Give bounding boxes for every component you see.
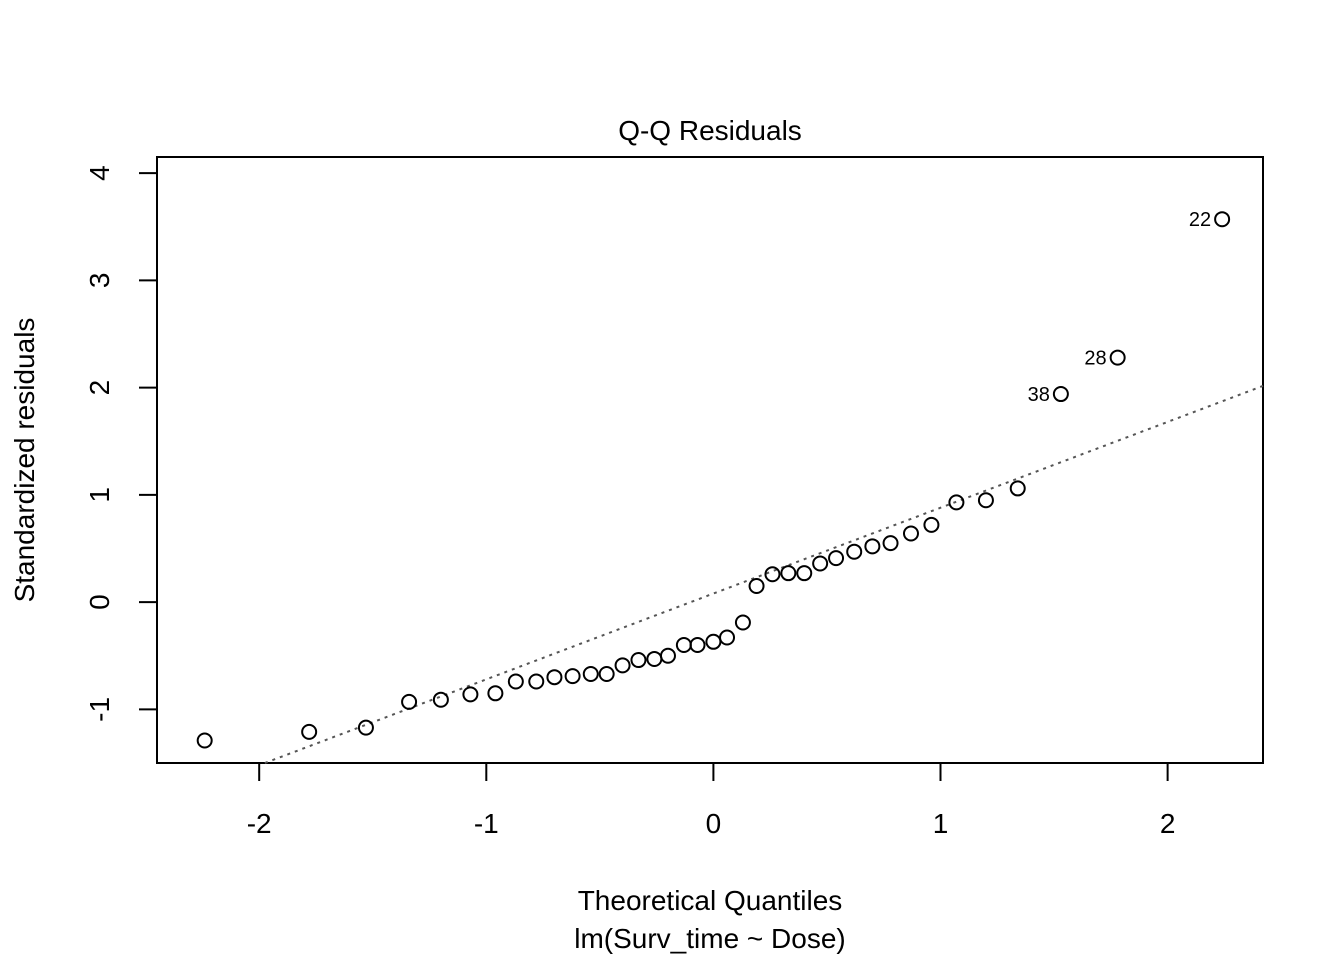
data-point [614, 657, 631, 674]
data-point [659, 647, 676, 664]
data-point [564, 668, 581, 685]
data-point [828, 550, 845, 567]
data-point [301, 723, 318, 740]
data-point [507, 673, 524, 690]
data-point [902, 525, 919, 542]
plot-frame [156, 156, 1264, 764]
y-tick-label: 4 [84, 165, 115, 181]
data-point [796, 565, 813, 582]
data-point [630, 652, 647, 669]
data-point [977, 492, 994, 509]
data-point [528, 673, 545, 690]
points-layer: 38 28 22 [196, 209, 1231, 749]
data-point [196, 732, 213, 749]
data-point [1214, 211, 1231, 228]
data-point [948, 494, 965, 511]
y-axis: -1 0 1 2 3 4 [84, 165, 157, 722]
data-point [764, 566, 781, 583]
chart-title: Q-Q Residuals [618, 115, 802, 146]
data-point [734, 614, 751, 631]
x-tick-label: 0 [706, 808, 722, 839]
data-point [432, 691, 449, 708]
data-point [864, 538, 881, 555]
data-point [780, 565, 797, 582]
reference-line [264, 384, 1264, 764]
data-point [1009, 480, 1026, 497]
y-axis-label: Standardized residuals [9, 318, 40, 603]
data-point [546, 669, 563, 686]
data-point [1109, 349, 1126, 366]
data-point [401, 693, 418, 710]
data-point [487, 685, 504, 702]
reference-line-layer [264, 384, 1264, 764]
x-axis: -2 -1 0 1 2 [247, 763, 1176, 839]
point-label: 38 [1028, 384, 1050, 406]
data-point [1052, 386, 1069, 403]
x-tick-label: -1 [474, 808, 499, 839]
y-tick-label: 0 [84, 594, 115, 610]
point-label: 22 [1189, 209, 1211, 231]
data-point [882, 535, 899, 552]
data-point [462, 686, 479, 703]
data-point [689, 637, 706, 654]
y-tick-label: 1 [84, 487, 115, 503]
data-point [748, 578, 765, 595]
data-point [582, 665, 599, 682]
data-point [923, 516, 940, 533]
data-point [846, 543, 863, 560]
data-point [598, 665, 615, 682]
data-point [812, 555, 829, 572]
data-point [719, 629, 736, 646]
x-tick-label: 2 [1160, 808, 1176, 839]
data-point [357, 719, 374, 736]
x-axis-sublabel: lm(Surv_time ~ Dose) [574, 923, 846, 954]
point-label: 28 [1084, 348, 1106, 370]
y-tick-label: 2 [84, 380, 115, 396]
x-axis-label: Theoretical Quantiles [578, 885, 843, 916]
x-tick-label: 1 [933, 808, 949, 839]
data-point [705, 633, 722, 650]
data-point [675, 637, 692, 654]
data-point [646, 650, 663, 667]
y-tick-label: 3 [84, 273, 115, 289]
y-tick-label: -1 [84, 697, 115, 722]
x-tick-label: -2 [247, 808, 272, 839]
